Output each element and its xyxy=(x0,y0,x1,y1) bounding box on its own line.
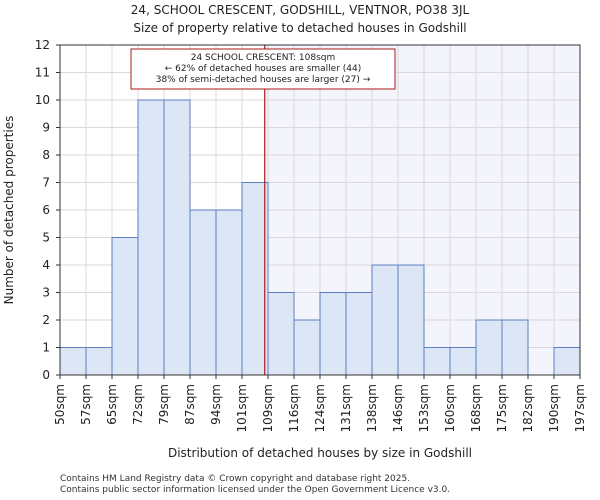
chart-subtitle: Size of property relative to detached ho… xyxy=(133,21,467,35)
x-tick-label: 190sqm xyxy=(547,384,561,432)
annotation-box xyxy=(130,48,396,90)
x-tick-label: 182sqm xyxy=(521,384,535,432)
y-tick-label: 4 xyxy=(42,258,50,272)
y-tick-label: 10 xyxy=(35,93,50,107)
x-tick-label: 57sqm xyxy=(79,384,93,425)
y-tick-label: 5 xyxy=(42,231,50,245)
bar xyxy=(319,292,347,376)
y-tick-label: 2 xyxy=(42,313,50,327)
x-tick-label: 197sqm xyxy=(573,384,587,432)
x-tick-label: 153sqm xyxy=(417,384,431,432)
y-tick-label: 1 xyxy=(42,341,50,355)
chart-title: 24, SCHOOL CRESCENT, GODSHILL, VENTNOR, … xyxy=(130,3,470,17)
y-tick-label: 12 xyxy=(35,38,50,52)
bar xyxy=(345,292,373,376)
chart-plot: 24 SCHOOL CRESCENT: 108sqm ← 62% of deta… xyxy=(2,38,587,460)
bar xyxy=(267,292,295,376)
x-tick-label: 65sqm xyxy=(105,384,119,425)
bar xyxy=(293,319,321,376)
x-tick-label: 138sqm xyxy=(365,384,379,432)
bar xyxy=(59,347,87,376)
bar xyxy=(163,99,191,376)
annotation-line-1: 24 SCHOOL CRESCENT: 108sqm xyxy=(191,53,336,63)
x-tick-label: 168sqm xyxy=(469,384,483,432)
y-tick-label: 0 xyxy=(42,368,50,382)
y-tick-label: 11 xyxy=(35,66,50,80)
y-tick-label: 9 xyxy=(42,121,50,135)
x-tick-label: 50sqm xyxy=(53,384,67,425)
bar xyxy=(111,237,139,376)
y-tick-label: 6 xyxy=(42,203,50,217)
footer-line-2: Contains public sector information licen… xyxy=(60,485,451,495)
x-tick-label: 116sqm xyxy=(287,384,301,432)
y-tick-label: 3 xyxy=(42,286,50,300)
bar xyxy=(501,319,529,376)
bar xyxy=(475,319,503,376)
bar xyxy=(423,347,451,376)
bar xyxy=(85,347,113,376)
x-tick-label: 94sqm xyxy=(209,384,223,425)
footer-line-1: Contains HM Land Registry data © Crown c… xyxy=(60,474,411,484)
bar xyxy=(137,99,165,376)
bars xyxy=(59,99,581,376)
bar xyxy=(241,182,269,376)
bar xyxy=(215,209,243,376)
x-tick-label: 101sqm xyxy=(235,384,249,432)
y-axis-label: Number of detached properties xyxy=(2,116,16,305)
annotation-line-2: ← 62% of detached houses are smaller (44… xyxy=(165,64,362,74)
x-tick-label: 146sqm xyxy=(391,384,405,432)
bar xyxy=(449,347,477,376)
x-axis-ticks: 50sqm 57sqm 65sqm 72sqm 79sqm 87sqm 94sqm 101sq… xyxy=(53,375,587,432)
bar xyxy=(553,347,581,376)
x-axis-label: Distribution of detached houses by size … xyxy=(168,446,472,460)
bar xyxy=(397,264,425,376)
x-tick-label: 109sqm xyxy=(261,384,275,432)
x-tick-label: 175sqm xyxy=(495,384,509,432)
bar xyxy=(189,209,217,376)
x-tick-label: 87sqm xyxy=(183,384,197,425)
x-tick-label: 131sqm xyxy=(339,384,353,432)
y-tick-label: 8 xyxy=(42,148,50,162)
y-tick-label: 7 xyxy=(42,176,50,190)
x-tick-label: 79sqm xyxy=(157,384,171,425)
x-tick-label: 160sqm xyxy=(443,384,457,432)
bar xyxy=(371,264,399,376)
x-tick-label: 72sqm xyxy=(131,384,145,425)
x-tick-label: 124sqm xyxy=(313,384,327,432)
annotation-line-3: 38% of semi-detached houses are larger (… xyxy=(156,75,371,85)
